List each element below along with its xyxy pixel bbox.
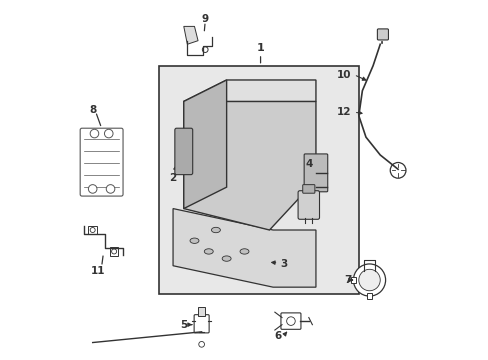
Circle shape [90,129,99,138]
Text: 4: 4 [305,159,312,169]
Ellipse shape [190,238,199,243]
FancyBboxPatch shape [281,313,300,329]
Circle shape [286,317,295,325]
Polygon shape [183,80,315,102]
FancyBboxPatch shape [194,315,209,333]
Text: 6: 6 [274,331,282,341]
Polygon shape [183,102,315,230]
Text: 7: 7 [344,275,351,285]
Circle shape [90,228,95,233]
FancyBboxPatch shape [304,154,327,192]
Circle shape [202,47,207,53]
Bar [110,247,118,256]
Bar [198,307,205,316]
Circle shape [104,129,113,138]
Bar [350,277,356,283]
Text: 2: 2 [169,173,176,183]
Ellipse shape [222,256,231,261]
FancyBboxPatch shape [80,128,123,196]
Text: 3: 3 [280,259,287,269]
Circle shape [88,185,97,193]
Text: 10: 10 [337,69,351,80]
Ellipse shape [211,227,220,233]
Polygon shape [183,80,226,208]
Text: 5: 5 [180,320,187,330]
Circle shape [358,269,380,291]
Polygon shape [183,26,198,44]
FancyBboxPatch shape [302,185,314,193]
Circle shape [111,249,116,254]
FancyBboxPatch shape [175,128,192,175]
Bar [88,226,97,234]
Polygon shape [173,208,315,287]
Bar [366,293,372,299]
Ellipse shape [240,249,248,254]
Text: 1: 1 [256,43,264,53]
Circle shape [106,185,115,193]
Ellipse shape [204,249,213,254]
FancyBboxPatch shape [298,191,319,219]
FancyBboxPatch shape [377,29,387,40]
Circle shape [389,162,405,178]
Text: 12: 12 [337,107,351,117]
Circle shape [353,264,385,296]
Text: 11: 11 [91,266,105,276]
Circle shape [198,342,204,347]
FancyBboxPatch shape [159,66,358,294]
Text: 8: 8 [89,105,96,115]
Text: 9: 9 [201,14,208,24]
